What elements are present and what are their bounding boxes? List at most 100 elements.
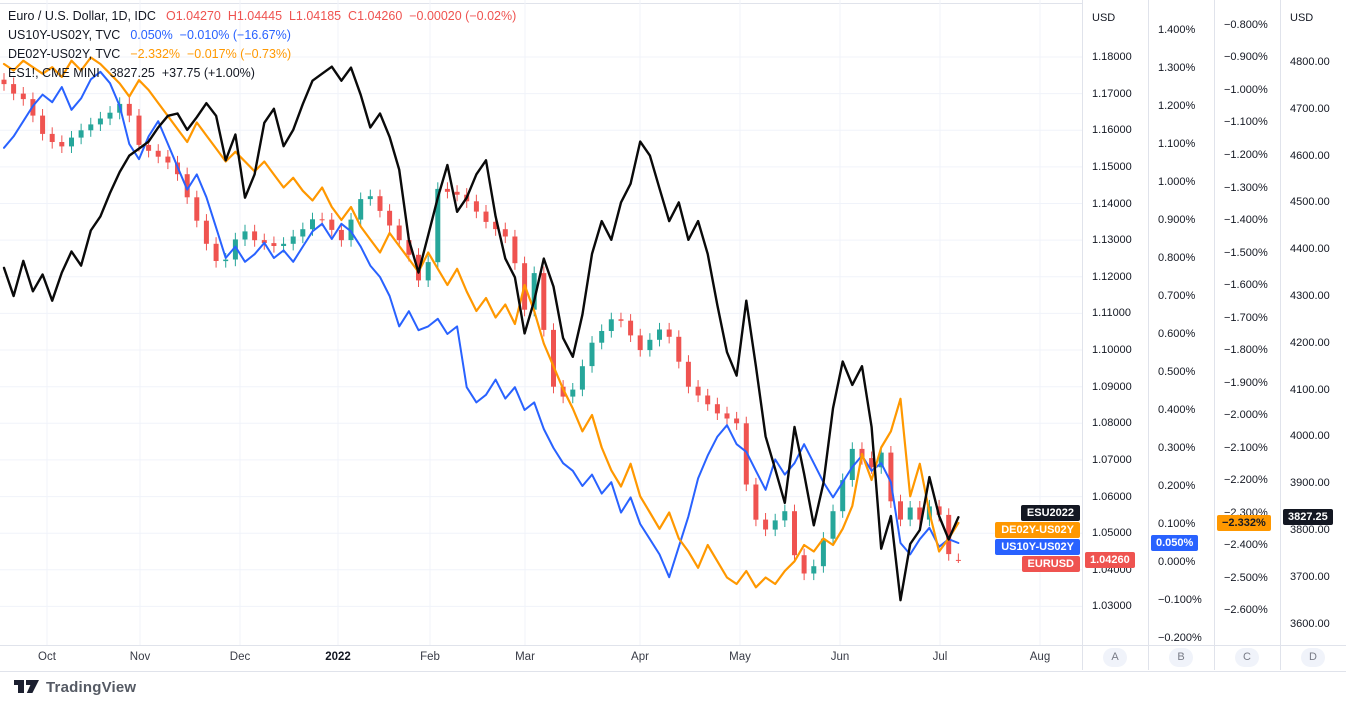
scale-tick: 0.200% — [1158, 480, 1196, 492]
scale-tick: −1.300% — [1224, 182, 1268, 194]
price-scale-b[interactable]: 1.400% 1.300% 1.200% 1.100% 1.000% 0.900% 0.80… — [1148, 0, 1215, 645]
legend-symbol-title: Euro / U.S. Dollar, 1D, IDC — [8, 9, 156, 23]
time-axis-label: Dec — [229, 651, 251, 663]
scale-tick: 0.700% — [1158, 290, 1196, 302]
scale-tick: 1.17000 — [1092, 88, 1132, 100]
time-axis-label: Feb — [420, 651, 440, 663]
scale-tick: 1.200% — [1158, 100, 1196, 112]
price-scale-c[interactable]: −0.800% −0.900% −1.000% −1.100% −1.200% −1.30… — [1214, 0, 1281, 645]
series-line-es1- — [2, 65, 960, 602]
scale-tick: 1.100% — [1158, 138, 1196, 150]
time-axis-label: May — [729, 651, 751, 663]
eurusd-candles — [1, 73, 961, 581]
scale-tick: −2.500% — [1224, 572, 1268, 584]
grid — [0, 0, 1082, 645]
scale-tick: 1.14000 — [1092, 198, 1132, 210]
price-scale-d[interactable]: USD 4800.00 4700.00 4600.00 4500.00 4400.00 43… — [1280, 0, 1346, 645]
price-label-b: 0.050% — [1151, 535, 1199, 551]
scale-tick: −0.900% — [1224, 51, 1268, 63]
series-name-label-esu2022: ESU2022 — [1020, 505, 1080, 521]
price-scale-a[interactable]: USD 1.18000 1.17000 1.16000 1.15000 1.14000 1.… — [1082, 0, 1149, 645]
scale-tick: −2.100% — [1224, 442, 1268, 454]
scale-tick: 4400.00 — [1290, 243, 1330, 255]
legend-row-es1[interactable]: ES1!, CME MINI 3827.25 +37.75 (+1.00%) — [8, 64, 516, 83]
scale-tick: 0.000% — [1158, 556, 1196, 568]
scale-tick: 4600.00 — [1290, 150, 1330, 162]
scale-button-a[interactable]: A — [1103, 648, 1127, 667]
scale-tick: 1.09000 — [1092, 381, 1132, 393]
legend-values: 3827.25 +37.75 (+1.00%) — [109, 66, 255, 80]
scale-tick: 1.16000 — [1092, 124, 1132, 136]
scale-tick: 4700.00 — [1290, 103, 1330, 115]
series-name-label-us10y-us02y: US10Y-US02Y — [995, 539, 1080, 555]
scale-tick: 4000.00 — [1290, 430, 1330, 442]
time-axis-label: Mar — [515, 651, 535, 663]
scale-tick: 1.300% — [1158, 62, 1196, 74]
scale-tick: 1.05000 — [1092, 527, 1132, 539]
scale-button-b[interactable]: B — [1169, 648, 1193, 667]
scale-currency-label: USD — [1092, 12, 1116, 24]
legend-symbol-title: US10Y-US02Y, TVC — [8, 28, 121, 42]
scale-tick: 4300.00 — [1290, 290, 1330, 302]
time-axis-label: Jun — [830, 651, 850, 663]
scale-tick: −1.100% — [1224, 116, 1268, 128]
legend-row-de02y-us02y[interactable]: DE02Y-US02Y, TVC −2.332% −0.017% (−0.73%) — [8, 45, 516, 64]
price-label-d: 3827.25 — [1283, 509, 1333, 525]
legend: Euro / U.S. Dollar, 1D, IDC O1.04270 H1.0… — [8, 7, 516, 83]
chart-pane[interactable] — [0, 0, 1082, 645]
scale-tick: 1.08000 — [1092, 417, 1132, 429]
tradingview-logo[interactable]: TradingView — [13, 679, 136, 696]
series-name-label-de02y-us02y: DE02Y-US02Y — [995, 522, 1080, 538]
scale-tick: −1.400% — [1224, 214, 1268, 226]
legend-row-us10y-us02y[interactable]: US10Y-US02Y, TVC 0.050% −0.010% (−16.67%) — [8, 26, 516, 45]
scale-button-c[interactable]: C — [1235, 648, 1259, 667]
scale-separator — [1082, 645, 1083, 670]
time-axis-label: Aug — [1029, 651, 1051, 663]
scale-tick: 1.400% — [1158, 24, 1196, 36]
scale-tick: −1.900% — [1224, 377, 1268, 389]
scale-tick: 1.07000 — [1092, 454, 1132, 466]
scale-tick: 4800.00 — [1290, 56, 1330, 68]
legend-row-eurusd[interactable]: Euro / U.S. Dollar, 1D, IDC O1.04270 H1.0… — [8, 7, 516, 26]
scale-tick: 1.15000 — [1092, 161, 1132, 173]
time-axis-label: Jul — [932, 651, 948, 663]
price-label-a: 1.04260 — [1085, 552, 1135, 568]
scale-tick: −1.500% — [1224, 247, 1268, 259]
scale-tick: −0.200% — [1158, 632, 1202, 644]
tradingview-logo-icon — [14, 680, 39, 693]
scale-tick: −1.200% — [1224, 149, 1268, 161]
scale-tick: −0.100% — [1158, 594, 1202, 606]
scale-tick: 1.18000 — [1092, 51, 1132, 63]
scale-tick: 1.13000 — [1092, 234, 1132, 246]
scale-tick: 0.500% — [1158, 366, 1196, 378]
series-line-de02y-us02y — [2, 56, 960, 589]
time-axis[interactable]: Oct Nov Dec 2022 Feb Mar Apr May Jun Jul Aug — [0, 645, 1346, 672]
time-axis-label: Nov — [129, 651, 151, 663]
scale-separator — [1148, 645, 1149, 670]
scale-tick: 0.600% — [1158, 328, 1196, 340]
price-label-c: −2.332% — [1217, 515, 1271, 531]
scale-tick: 0.300% — [1158, 442, 1196, 454]
scale-tick: 4100.00 — [1290, 384, 1330, 396]
scale-tick: −2.200% — [1224, 474, 1268, 486]
time-axis-label: 2022 — [325, 651, 351, 663]
time-axis-label: Apr — [631, 651, 649, 663]
scale-tick: 0.400% — [1158, 404, 1196, 416]
scale-tick: 3600.00 — [1290, 618, 1330, 630]
scale-tick: −2.000% — [1224, 409, 1268, 421]
scale-button-d[interactable]: D — [1301, 648, 1325, 667]
scale-tick: −2.400% — [1224, 539, 1268, 551]
scale-tick: −0.800% — [1224, 19, 1268, 31]
scale-tick: 1.000% — [1158, 176, 1196, 188]
scale-tick: 1.12000 — [1092, 271, 1132, 283]
series-name-label-eurusd: EURUSD — [1021, 556, 1080, 572]
legend-symbol-title: DE02Y-US02Y, TVC — [8, 47, 121, 61]
scale-tick: −1.600% — [1224, 279, 1268, 291]
scale-separator — [1214, 645, 1215, 670]
scale-tick: −1.800% — [1224, 344, 1268, 356]
scale-currency-label: USD — [1290, 12, 1314, 24]
scale-tick: 3900.00 — [1290, 477, 1330, 489]
scale-tick: 0.100% — [1158, 518, 1196, 530]
widget-top-border — [0, 3, 1346, 4]
